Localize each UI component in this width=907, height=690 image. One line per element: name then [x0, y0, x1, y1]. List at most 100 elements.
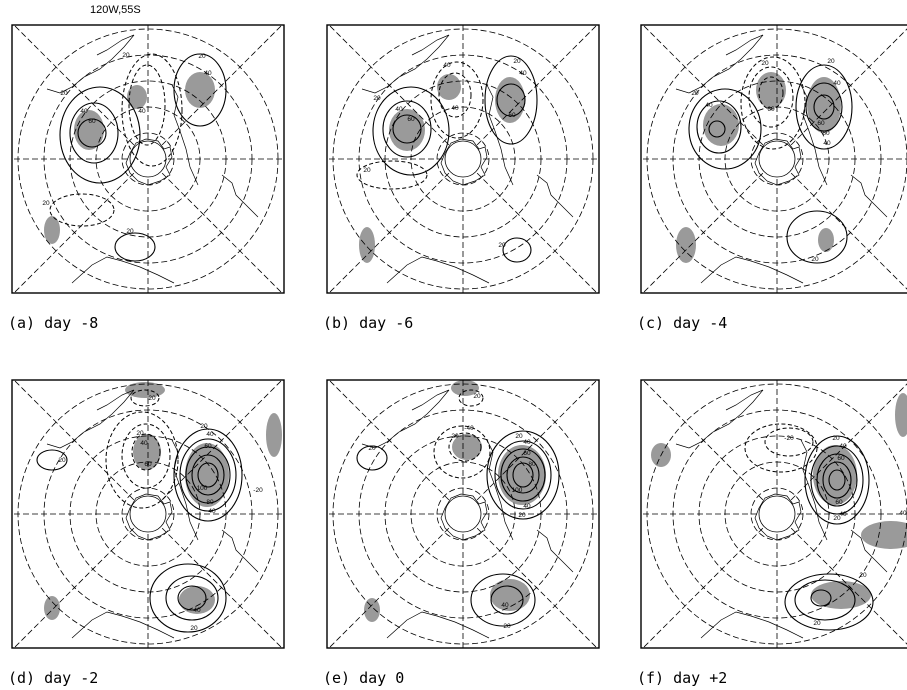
panel-e-contour-label: 40	[523, 503, 531, 510]
panel-d-contour-label: 60	[144, 461, 152, 468]
panel-f-positive-contour-2	[816, 453, 858, 507]
panel-a-positive-contour-1	[69, 102, 119, 164]
panel-b-contour-label: 40	[395, 106, 403, 113]
panel-c-coastline-1	[675, 34, 764, 94]
panel-c-contour-label: 40	[823, 140, 831, 147]
panel-f-positive-contour-3	[810, 445, 864, 515]
panel-b-contour-label: 60	[508, 112, 516, 119]
panel-c-positive-contour-5	[795, 64, 853, 150]
panel-e-coastline-0	[440, 493, 488, 541]
panel-d-contour-label: 60	[204, 443, 212, 450]
panel-d-positive-contour-0	[197, 462, 219, 488]
panel-c-coastline-4	[700, 256, 804, 284]
panel-b-shading-3	[359, 227, 375, 263]
panel-b-shading-2	[495, 77, 525, 123]
panel-f-shading-4	[895, 393, 907, 437]
panel-c-contour-label: 20	[827, 58, 835, 65]
panel-d-negative-contour-2	[105, 411, 179, 509]
panel-c-pole	[758, 140, 796, 178]
panel-e-contour-label: 60	[523, 450, 531, 457]
panel-d-pole	[129, 495, 167, 533]
panel-b-caption: (b) day -6	[323, 314, 413, 332]
panel-a-meridian-5	[13, 25, 135, 146]
panel-c-contour-label: 20	[811, 256, 819, 263]
panel-a-frame	[11, 24, 285, 294]
panel-f-coastline-1	[675, 389, 764, 449]
panel-e-positive-contour-4	[486, 430, 560, 520]
panel-d-positive-contour-3	[179, 438, 237, 512]
panel-e-shading-0	[452, 434, 482, 460]
panel-b-positive-contour-4	[484, 55, 538, 145]
panel-d-shading-4	[44, 596, 60, 620]
panel-b-contour-label: 20	[373, 95, 381, 102]
panel-b-meridian-3	[328, 172, 450, 293]
panel-d-positive-contour-7	[149, 563, 227, 633]
panel-e-negative-contour-1	[433, 425, 491, 479]
panel-b-negative-contour-2	[356, 160, 428, 190]
panel-c-positive-contour-6	[786, 210, 848, 264]
panel-f-contour-label: 60	[837, 455, 845, 462]
panel-a-negative-contour-1	[121, 53, 183, 167]
panel-b-meridian-7	[476, 25, 598, 146]
panel-e-meridian-3	[328, 527, 450, 648]
panel-c-coastline-0	[754, 138, 802, 186]
panel-d-contour-label: 40	[140, 440, 148, 447]
panel-a-shading-1	[127, 85, 147, 109]
panel-a-positive-contour-0	[77, 118, 107, 148]
panel-f-coastline-4	[700, 611, 804, 639]
panel-f-caption: (f) day +2	[637, 669, 727, 687]
panel-f-contour-label: -20	[784, 435, 794, 442]
panel-c-coastline-3	[850, 174, 888, 218]
panel-f-contour-label: 40	[839, 511, 847, 518]
panel-a-positive-contour-2	[59, 86, 141, 184]
panel-b-map: 40 60 20 20 20 40 60 40 40 20	[327, 25, 599, 293]
panel-f-contour-label: 20	[859, 572, 867, 579]
panel-a-contour-label: 40	[204, 70, 212, 77]
panel-b-negative-contour-0	[438, 72, 472, 118]
panel-c-negative-contour-1	[748, 66, 794, 128]
panel-f-positive-contour-4	[804, 435, 870, 525]
panel-a-shading-3	[44, 216, 60, 244]
panel-e-positive-contour-6	[470, 573, 536, 627]
panel-e-frame	[326, 379, 600, 649]
panel-c-positive-contour-2	[688, 88, 762, 170]
panel-e-pole	[444, 495, 482, 533]
panel-d-negative-contour-1	[121, 423, 171, 489]
panel-b-coastline-4	[386, 256, 490, 284]
panel-f-positive-contour-7	[784, 573, 874, 631]
panel-c-frame	[640, 24, 907, 294]
panel-e-positive-contour-3	[494, 440, 552, 510]
panel-f-shading-1	[861, 521, 907, 549]
panel-f-negative-contour-0	[764, 427, 814, 457]
panel-e-contour-label: 40	[523, 439, 531, 446]
panel-a-contour-label: 20	[126, 228, 134, 235]
panel-e-positive-contour-0	[512, 462, 534, 488]
panel-a-contour-label: 60	[88, 118, 96, 125]
panel-d-contour-label: 20	[200, 423, 208, 430]
panel-c-meridian-3	[642, 172, 764, 293]
panel-a-pole	[129, 140, 167, 178]
panel-f-shading-2	[811, 581, 871, 609]
panel-d-meridian-3	[13, 527, 135, 648]
panel-c: 40 20 20 40 60 80 20 60 40 20	[640, 24, 907, 294]
panel-c-map: 40 20 20 40 60 80 20 60 40 20	[641, 25, 907, 293]
panel-c-meridian-5	[642, 25, 764, 146]
panel-e-negative-contour-2	[458, 389, 484, 407]
panel-b-coastline-2	[486, 84, 514, 186]
panel-f-meridian-3	[642, 527, 764, 648]
panel-a-coastline-1	[46, 34, 135, 94]
panel-f-contour-label: 40	[839, 443, 847, 450]
panel-d-negative-contour-0	[131, 433, 161, 471]
panel-d-coastline-0	[125, 493, 173, 541]
panel-e-coastline-3	[536, 529, 574, 573]
panel-f-frame	[640, 379, 907, 649]
panel-d-contour-label: 20	[190, 625, 198, 632]
panel-c-shading-4	[818, 228, 834, 252]
panel-f-positive-contour-1	[822, 461, 852, 499]
panel-e-contour-label: 20	[518, 512, 526, 519]
panel-e-contour-label: 20	[515, 433, 523, 440]
panel-b-contour-label: 20	[363, 167, 371, 174]
